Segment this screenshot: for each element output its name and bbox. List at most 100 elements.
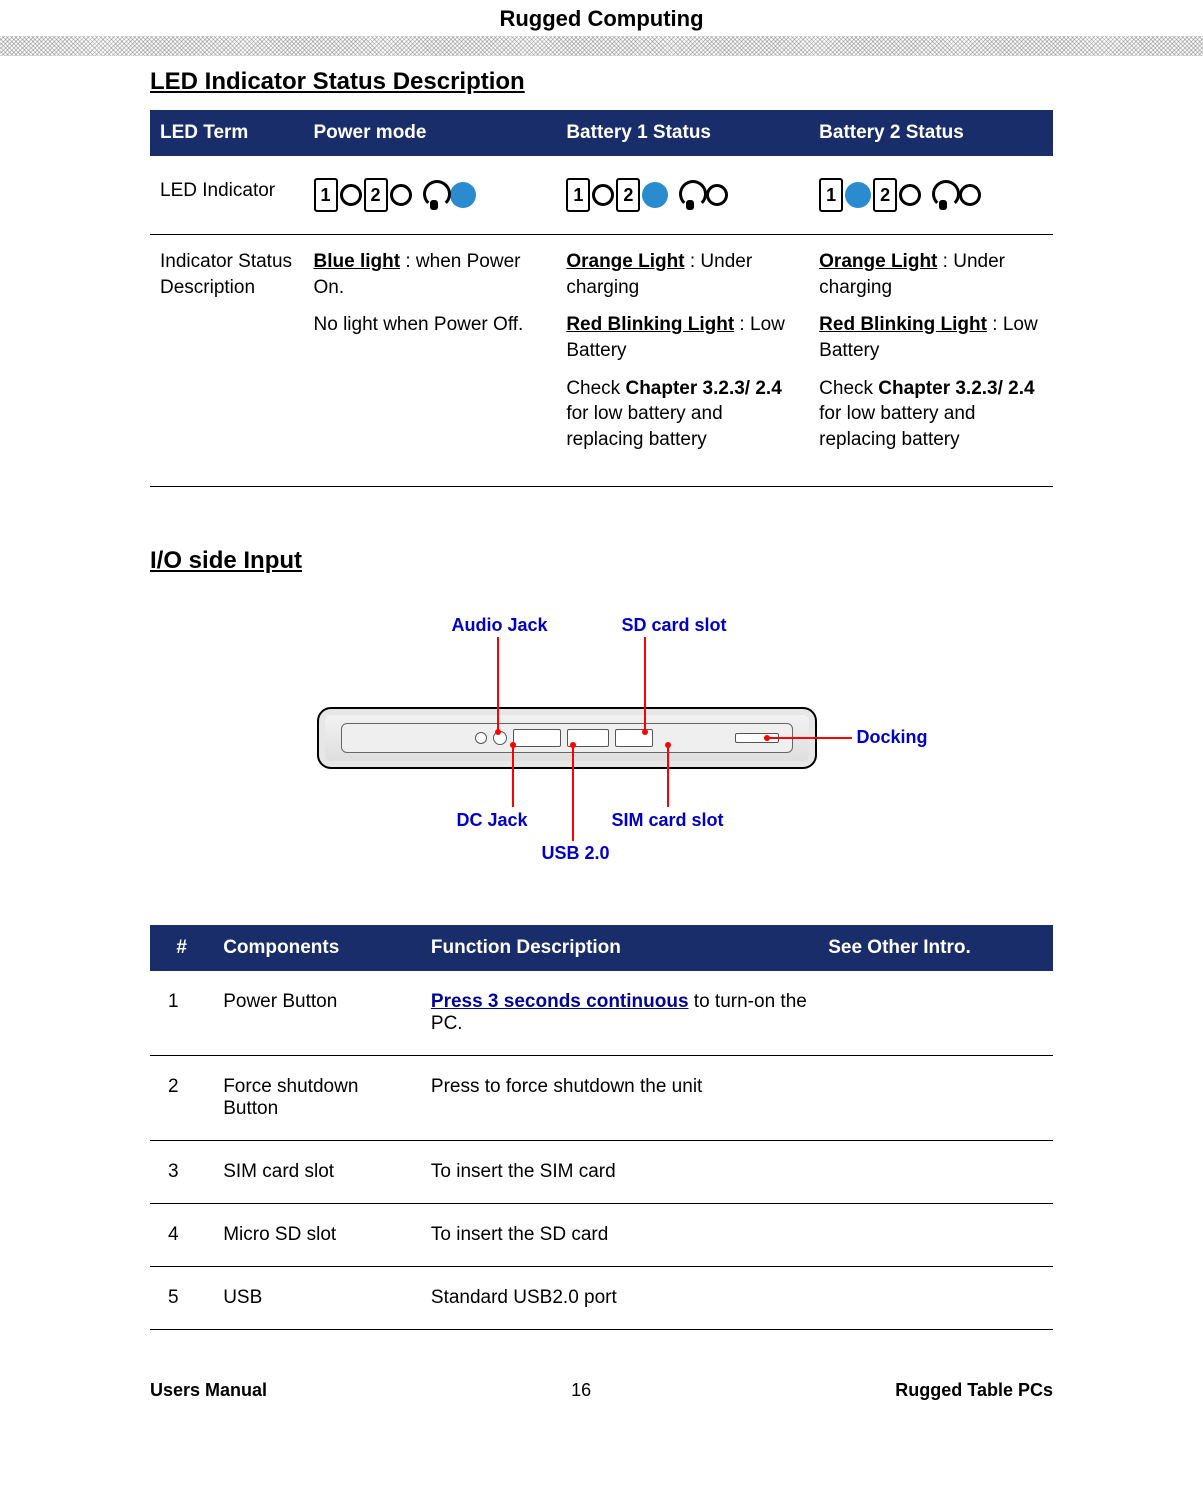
battery2-icon: 2 bbox=[616, 178, 640, 212]
label-sim-card-slot: SIM card slot bbox=[612, 810, 724, 831]
table-row: 3SIM card slotTo insert the SIM card bbox=[150, 1141, 1053, 1204]
see-other bbox=[818, 1056, 1053, 1141]
sep: : bbox=[734, 314, 750, 335]
row-number: 1 bbox=[150, 971, 213, 1056]
red-blink-label: Red Blinking Light bbox=[566, 314, 734, 335]
circle-open-icon bbox=[959, 184, 981, 206]
row-number: 5 bbox=[150, 1267, 213, 1330]
circle-open-icon bbox=[340, 184, 362, 206]
desc-highlight: Press 3 seconds continuous bbox=[431, 991, 689, 1012]
decorative-border bbox=[0, 36, 1203, 56]
footer-left: Users Manual bbox=[150, 1380, 267, 1401]
label-audio-jack: Audio Jack bbox=[452, 615, 548, 636]
led-glyphs-power: 1 2 bbox=[304, 156, 557, 235]
footer: Users Manual 16 Rugged Table PCs bbox=[0, 1330, 1203, 1401]
battery2-icon: 2 bbox=[364, 178, 388, 212]
battery2-desc: Orange Light : Under charging Red Blinki… bbox=[809, 235, 1053, 487]
label-sd-card-slot: SD card slot bbox=[622, 615, 727, 636]
sep: : bbox=[685, 251, 701, 272]
row-number: 4 bbox=[150, 1204, 213, 1267]
device-outline bbox=[317, 707, 817, 769]
comp-col-see: See Other Intro. bbox=[818, 925, 1053, 971]
io-diagram: Audio Jack SD card slot Docking DC Jack … bbox=[252, 615, 952, 875]
indicator-status-label: Indicator Status Description bbox=[150, 235, 304, 487]
section-title-io: I/O side Input bbox=[150, 547, 1053, 575]
led-glyphs-bat1: 1 2 bbox=[556, 156, 809, 235]
check-post: for low battery and replacing battery bbox=[566, 403, 722, 450]
label-docking: Docking bbox=[857, 727, 928, 748]
table-row: 5USBStandard USB2.0 port bbox=[150, 1267, 1053, 1330]
power-mode-desc: Blue light : when Power On. No light whe… bbox=[304, 235, 557, 487]
chapter-ref: Chapter 3.2.3/ 2.4 bbox=[625, 378, 781, 399]
led-col-term: LED Term bbox=[150, 110, 304, 156]
see-other bbox=[818, 1141, 1053, 1204]
circle-open-icon bbox=[706, 184, 728, 206]
callout-line bbox=[667, 745, 669, 807]
sep: : bbox=[400, 251, 416, 272]
component-desc: Press 3 seconds continuous to turn-on th… bbox=[421, 971, 818, 1056]
check-pre: Check bbox=[819, 378, 878, 399]
orange-light-label: Orange Light bbox=[566, 251, 684, 272]
led-col-power: Power mode bbox=[304, 110, 557, 156]
led-col-bat1: Battery 1 Status bbox=[556, 110, 809, 156]
led-glyphs-bat2: 1 2 bbox=[809, 156, 1053, 235]
comp-col-name: Components bbox=[213, 925, 421, 971]
row-number: 3 bbox=[150, 1141, 213, 1204]
led-table: LED Term Power mode Battery 1 Status Bat… bbox=[150, 110, 1053, 487]
check-post: for low battery and replacing battery bbox=[819, 403, 975, 450]
battery1-icon: 1 bbox=[314, 178, 338, 212]
see-other bbox=[818, 1267, 1053, 1330]
led-col-bat2: Battery 2 Status bbox=[809, 110, 1053, 156]
doc-header: Rugged Computing bbox=[0, 0, 1203, 36]
power-off-text: No light when Power Off. bbox=[314, 312, 547, 338]
circle-filled-icon bbox=[642, 182, 668, 208]
component-desc: To insert the SD card bbox=[421, 1204, 818, 1267]
sep: : bbox=[937, 251, 953, 272]
comp-col-num: # bbox=[150, 925, 213, 971]
callout-line bbox=[512, 745, 514, 807]
component-name: Micro SD slot bbox=[213, 1204, 421, 1267]
circle-open-icon bbox=[899, 184, 921, 206]
callout-line bbox=[644, 637, 646, 732]
headset-icon bbox=[420, 180, 448, 210]
battery2-icon: 2 bbox=[873, 178, 897, 212]
led-description-row: Indicator Status Description Blue light … bbox=[150, 235, 1053, 487]
callout-line bbox=[497, 637, 499, 732]
circle-open-icon bbox=[390, 184, 412, 206]
orange-light-label: Orange Light bbox=[819, 251, 937, 272]
see-other bbox=[818, 971, 1053, 1056]
component-name: Force shutdown Button bbox=[213, 1056, 421, 1141]
see-other bbox=[818, 1204, 1053, 1267]
component-desc: Press to force shutdown the unit bbox=[421, 1056, 818, 1141]
component-name: Power Button bbox=[213, 971, 421, 1056]
headset-icon bbox=[676, 180, 704, 210]
label-dc-jack: DC Jack bbox=[457, 810, 528, 831]
headset-icon bbox=[929, 180, 957, 210]
component-name: SIM card slot bbox=[213, 1141, 421, 1204]
callout-line bbox=[767, 737, 852, 739]
led-indicator-row: LED Indicator 1 2 bbox=[150, 156, 1053, 235]
battery1-icon: 1 bbox=[566, 178, 590, 212]
sep: : bbox=[987, 314, 1003, 335]
callout-line bbox=[572, 745, 574, 841]
led-indicator-label: LED Indicator bbox=[150, 156, 304, 235]
components-table: # Components Function Description See Ot… bbox=[150, 925, 1053, 1330]
component-desc: Standard USB2.0 port bbox=[421, 1267, 818, 1330]
table-row: 4Micro SD slotTo insert the SD card bbox=[150, 1204, 1053, 1267]
battery1-desc: Orange Light : Under charging Red Blinki… bbox=[556, 235, 809, 487]
blue-light-label: Blue light bbox=[314, 251, 401, 272]
section-title-led: LED Indicator Status Description bbox=[150, 68, 1053, 96]
component-desc: To insert the SIM card bbox=[421, 1141, 818, 1204]
circle-filled-icon bbox=[845, 182, 871, 208]
row-number: 2 bbox=[150, 1056, 213, 1141]
circle-filled-icon bbox=[450, 182, 476, 208]
table-row: 1Power ButtonPress 3 seconds continuous … bbox=[150, 971, 1053, 1056]
footer-right: Rugged Table PCs bbox=[895, 1380, 1053, 1401]
comp-col-desc: Function Description bbox=[421, 925, 818, 971]
red-blink-label: Red Blinking Light bbox=[819, 314, 987, 335]
chapter-ref: Chapter 3.2.3/ 2.4 bbox=[878, 378, 1034, 399]
circle-open-icon bbox=[592, 184, 614, 206]
component-name: USB bbox=[213, 1267, 421, 1330]
footer-page-number: 16 bbox=[571, 1380, 591, 1401]
table-row: 2Force shutdown ButtonPress to force shu… bbox=[150, 1056, 1053, 1141]
